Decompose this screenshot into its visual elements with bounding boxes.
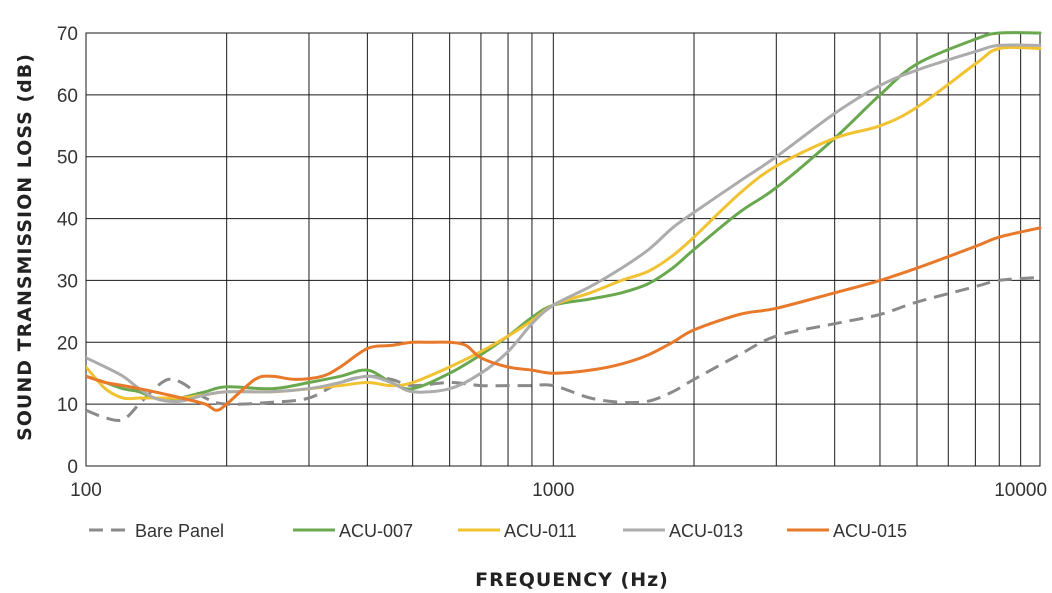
y-axis-title: SOUND TRANSMISSION LOSS (dB) — [14, 53, 36, 441]
x-axis-ticks: 100 1000 10000 — [70, 480, 1047, 501]
legend-item: ACU-015 — [787, 521, 907, 541]
y-tick-label: 10 — [57, 395, 78, 416]
legend-label: ACU-007 — [339, 521, 413, 541]
y-axis-ticks: 0 10 20 30 40 50 60 70 — [57, 24, 78, 478]
series-line-acu-013 — [86, 43, 1042, 404]
plot-border — [85, 32, 1041, 467]
series-line-acu-015 — [86, 226, 1042, 412]
grid — [85, 32, 1040, 467]
legend-label: ACU-011 — [504, 521, 577, 541]
y-tick-label: 60 — [57, 86, 78, 107]
legend-label: ACU-015 — [833, 521, 907, 541]
x-tick-label: 100 — [70, 480, 102, 501]
legend-item: ACU-013 — [623, 521, 743, 541]
legend-item: Bare Panel — [89, 521, 224, 541]
y-tick-label: 50 — [57, 148, 78, 169]
plot-area — [85, 32, 1041, 467]
y-tick-label: 20 — [57, 333, 78, 354]
series-line-acu-007 — [86, 31, 1042, 403]
y-tick-label: 0 — [67, 457, 78, 478]
series-line-acu-011 — [86, 45, 1042, 401]
legend-item: ACU-011 — [458, 521, 577, 541]
y-tick-label: 40 — [57, 210, 78, 231]
series-line-bare-panel — [86, 275, 1041, 422]
x-tick-label: 1000 — [532, 480, 574, 501]
series-layer — [86, 31, 1042, 422]
y-tick-label: 70 — [57, 24, 78, 45]
y-tick-label: 30 — [57, 271, 78, 292]
x-axis-title: FREQUENCY (Hz) — [475, 569, 669, 591]
legend-item: ACU-007 — [293, 521, 413, 541]
legend-label: ACU-013 — [669, 521, 743, 541]
x-tick-label: 10000 — [994, 480, 1047, 501]
legend: Bare Panel ACU-007 ACU-011 ACU-013 ACU-015 — [89, 521, 907, 541]
legend-label: Bare Panel — [135, 521, 224, 541]
